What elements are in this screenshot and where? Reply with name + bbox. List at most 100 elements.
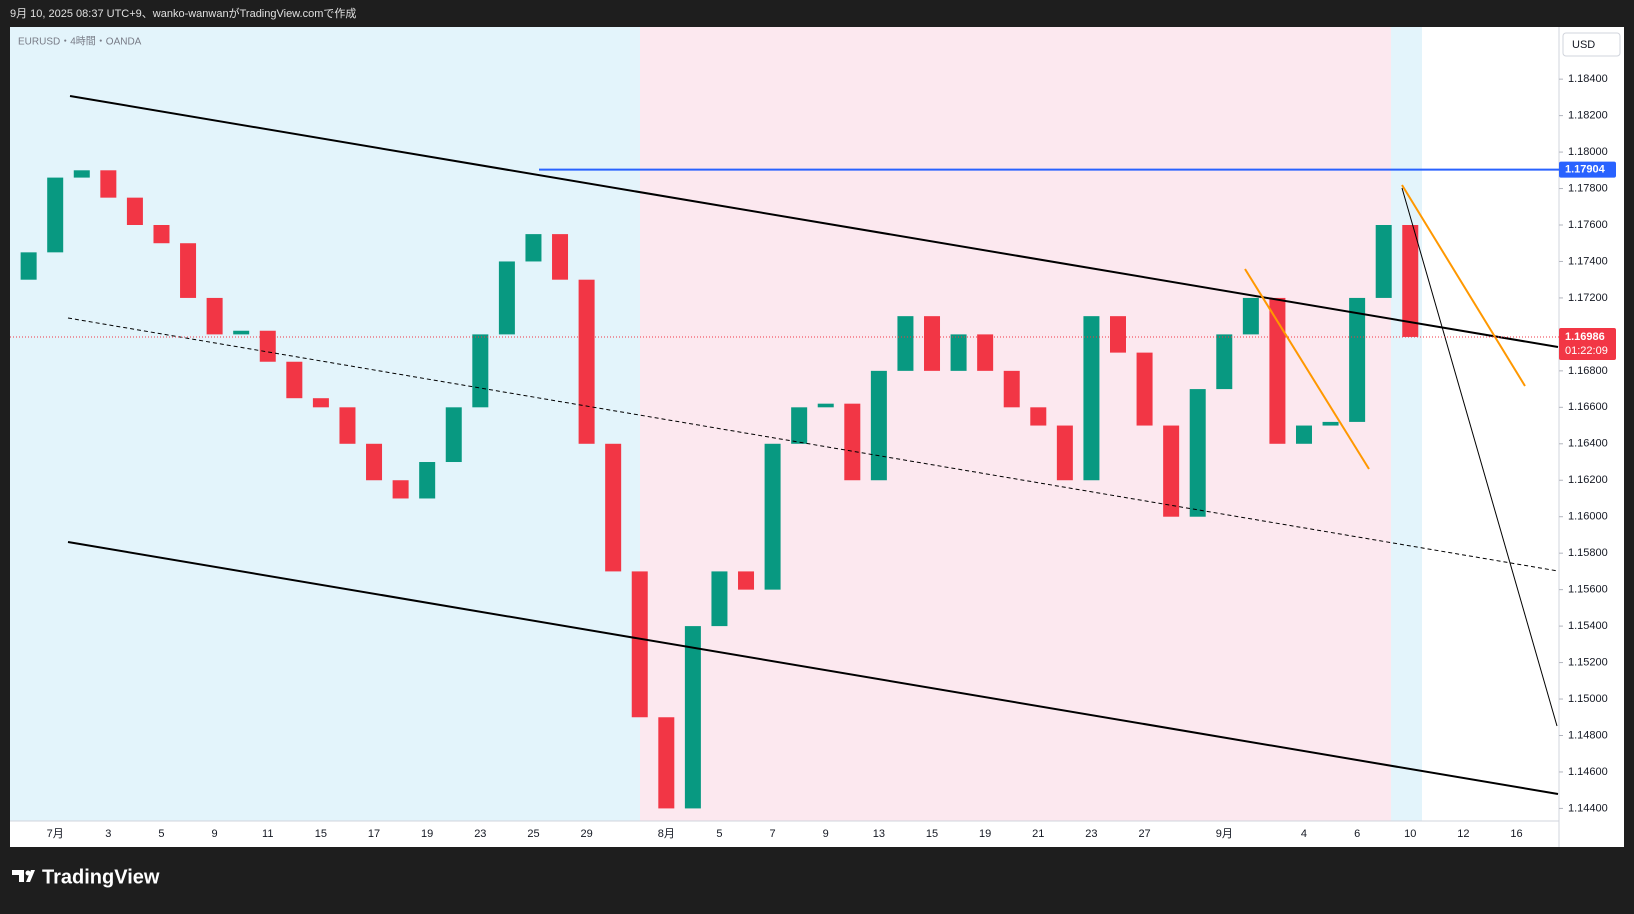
- y-tick-label: 1.15200: [1568, 656, 1608, 668]
- zone-blue: [1391, 27, 1422, 821]
- candle-body: [791, 407, 808, 444]
- logo: [12, 870, 35, 882]
- candle-body: [419, 462, 436, 499]
- y-tick-label: 1.16000: [1568, 511, 1608, 523]
- plot: [20, 170, 1419, 809]
- x-tick-label: 21: [1032, 828, 1044, 840]
- x-tick-label: 10: [1404, 828, 1416, 840]
- candle-body: [339, 407, 356, 444]
- candle-body: [950, 334, 967, 371]
- x-tick-label: 16: [1510, 828, 1522, 840]
- candle-body: [525, 234, 542, 262]
- candle-body: [1083, 316, 1100, 481]
- logo-icon: [25, 870, 31, 876]
- x-tick-label: 12: [1457, 828, 1469, 840]
- candle-body: [684, 626, 701, 809]
- y-tick-label: 1.16600: [1568, 401, 1608, 413]
- x-tick-label: 25: [527, 828, 539, 840]
- y-tick-label: 1.18400: [1568, 73, 1608, 85]
- x-tick-label: 6: [1354, 828, 1360, 840]
- candle-body: [1242, 297, 1259, 335]
- candle-body: [631, 571, 648, 718]
- unit-button[interactable]: [1562, 32, 1621, 57]
- y-tick-label: 1.16400: [1568, 438, 1608, 450]
- candle-body: [153, 224, 170, 244]
- x-tick-label: 13: [873, 828, 885, 840]
- y-tick-label: 1.18000: [1568, 146, 1608, 158]
- header-title: 9月 10, 2025 08:37 UTC+9、wanko-wanwanがTra…: [10, 6, 356, 20]
- candle-body: [498, 261, 515, 335]
- candle-body: [844, 403, 861, 481]
- candle-body: [233, 330, 250, 335]
- candle-body: [286, 361, 303, 399]
- candle-body: [366, 443, 383, 481]
- candle-body: [870, 370, 887, 481]
- price-tag: [1559, 161, 1616, 178]
- y-tick-label: 1.15400: [1568, 620, 1608, 632]
- x-tick-label: 8月: [658, 828, 675, 840]
- candle-body: [1269, 297, 1286, 444]
- y-tick-label: 1.18200: [1568, 110, 1608, 122]
- x-tick-label: 11: [262, 828, 273, 840]
- trend-orange: [1244, 268, 1370, 470]
- x-tick-label: 23: [474, 828, 486, 840]
- price-tag-label: 1.17904: [1565, 163, 1606, 175]
- candle-body: [1322, 421, 1339, 426]
- logo-icon: [12, 870, 35, 882]
- frame-right: [1624, 27, 1634, 847]
- x-tick-label: 7月: [47, 828, 64, 840]
- y-tick-label: 1.17600: [1568, 219, 1608, 231]
- unit-label[interactable]: USD: [1572, 39, 1595, 51]
- candle-body: [73, 170, 90, 178]
- candle-body: [126, 197, 143, 225]
- x-tick-label: 9月: [1216, 828, 1233, 840]
- candle-body: [1110, 316, 1126, 353]
- x-tick-label: 19: [979, 828, 991, 840]
- zone-pink: [640, 27, 1391, 821]
- x-tick-label: 19: [421, 828, 433, 840]
- y-tick-label: 1.14600: [1568, 766, 1608, 778]
- y-tick-label: 1.17200: [1568, 292, 1608, 304]
- candle-body: [977, 334, 994, 371]
- trend-black: [1401, 187, 1558, 727]
- x-tick-label: 5: [158, 828, 164, 840]
- x-tick-label: 29: [580, 828, 592, 840]
- x-tick-label: 4: [1301, 828, 1307, 840]
- candle-body: [1295, 425, 1312, 444]
- x-tick-label: 15: [315, 828, 327, 840]
- candle-body: [658, 717, 675, 809]
- x-tick-label: 5: [716, 828, 722, 840]
- candle-body: [180, 243, 197, 298]
- candle-body: [206, 297, 223, 335]
- y-tick-label: 1.17400: [1568, 255, 1608, 267]
- zone-blue: [10, 27, 640, 821]
- brand: TradingView: [42, 866, 160, 888]
- y-tick-label: 1.17800: [1568, 182, 1608, 194]
- candle-body: [924, 316, 941, 371]
- candle-body: [1349, 297, 1366, 422]
- y-tick-label: 1.14400: [1568, 802, 1608, 814]
- candle-body: [20, 252, 37, 280]
- candle-body: [817, 403, 834, 408]
- y-tick-label: 1.15000: [1568, 693, 1608, 705]
- candle-body: [1056, 425, 1073, 481]
- candle-body: [1003, 370, 1020, 408]
- candle-body: [1375, 224, 1392, 298]
- y-tick-label: 1.14800: [1568, 729, 1608, 741]
- candle-body: [259, 330, 276, 362]
- candle-body: [605, 443, 622, 572]
- y-tick-label: 1.16800: [1568, 365, 1608, 377]
- drawings: [67, 95, 1559, 795]
- candle-body: [1136, 352, 1153, 426]
- candle-body: [711, 571, 728, 627]
- last-price-tag: [1559, 327, 1616, 360]
- candle-body: [47, 177, 64, 253]
- last-price-label: 1.16986: [1565, 331, 1605, 343]
- y-tick-label: 1.15600: [1568, 584, 1608, 596]
- x-tick-label: 27: [1138, 828, 1150, 840]
- candle-body: [312, 398, 329, 408]
- candle-body: [764, 443, 781, 590]
- x-tick-label: 17: [368, 828, 380, 840]
